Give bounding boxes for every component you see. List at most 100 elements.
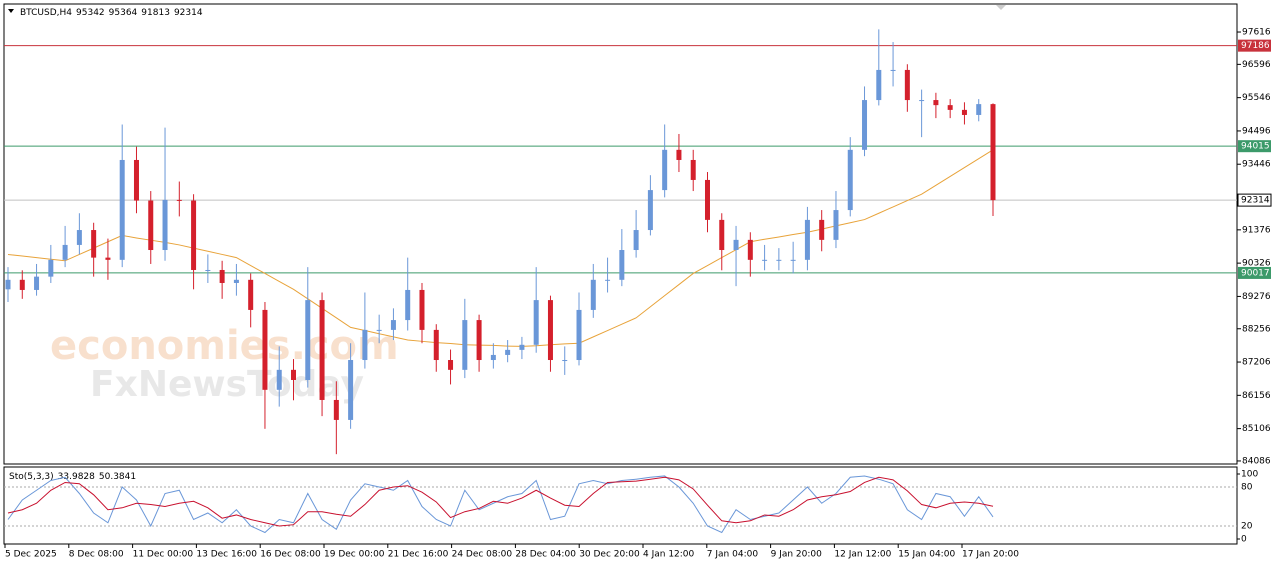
candle-body	[433, 329, 439, 361]
candle-body	[947, 105, 953, 110]
candle-body	[34, 276, 40, 290]
price-label: 92314	[1241, 196, 1270, 206]
x-tick-label: 17 Jan 20:00	[962, 550, 1019, 560]
y-tick-label: 95546	[1242, 93, 1271, 103]
y-tick-label: 90326	[1242, 259, 1271, 269]
candle-body	[291, 369, 297, 380]
d-value: 50.3841	[99, 472, 136, 482]
candle-body	[961, 109, 967, 115]
level-label-bg	[1238, 266, 1271, 279]
x-tick-label: 11 Dec 00:00	[133, 550, 194, 560]
x-tick-label: 8 Dec 08:00	[69, 550, 124, 560]
candle-body	[276, 369, 282, 390]
candle-body	[148, 200, 154, 251]
x-tick-label: 16 Dec 08:00	[260, 550, 321, 560]
candle-body	[976, 104, 982, 115]
y-tick-label: 91376	[1242, 225, 1271, 235]
x-tick-label: 24 Dec 08:00	[452, 550, 513, 560]
oscillator-line	[7, 476, 994, 527]
candle-body	[133, 159, 139, 201]
candle-body	[62, 244, 68, 260]
candle-body	[919, 100, 925, 102]
candle-body	[105, 257, 111, 260]
candle-body	[833, 210, 839, 240]
candle-body	[733, 239, 739, 251]
candle-body	[790, 259, 796, 261]
menu-arrow[interactable]	[8, 9, 14, 13]
level-label: 94015	[1241, 142, 1270, 152]
candle-body	[462, 320, 468, 370]
candle-body	[19, 279, 25, 290]
candle-body	[176, 199, 182, 201]
candle-body	[305, 300, 311, 380]
candle-body	[262, 309, 268, 390]
candle-body	[405, 289, 411, 321]
candle-body	[619, 250, 625, 280]
y-tick-label: 85106	[1242, 424, 1271, 434]
candle-body	[847, 149, 853, 211]
x-tick-label: 30 Dec 20:00	[579, 550, 640, 560]
k-value: 33.9828	[58, 472, 95, 482]
watermark: FxNewsToday	[90, 364, 364, 405]
candle-body	[490, 354, 496, 361]
symbol: BTCUSD,H4	[20, 8, 72, 18]
x-tick-label: 7 Jan 04:00	[707, 550, 759, 560]
x-tick-label: 19 Dec 00:00	[324, 550, 385, 560]
candle-body	[676, 149, 682, 160]
candle-body	[362, 329, 368, 361]
oscillator-header: Sto(5,3,3) 33.9828 50.3841	[9, 472, 136, 482]
candle-body	[690, 159, 696, 180]
candle-body	[519, 344, 525, 350]
candle-body	[704, 179, 710, 220]
candle-body	[819, 219, 825, 240]
candle-body	[605, 279, 611, 281]
candle-body	[904, 69, 910, 101]
candle-body	[191, 200, 197, 270]
level-label: 97186	[1241, 41, 1270, 51]
candle-body	[348, 360, 354, 420]
candle-body	[990, 104, 996, 201]
x-tick-label: 13 Dec 16:00	[196, 550, 257, 560]
x-tick-label: 4 Jan 12:00	[643, 550, 695, 560]
y-tick-label: 84086	[1242, 456, 1271, 466]
candle-body	[862, 100, 868, 150]
low: 91813	[141, 8, 170, 18]
osc-tick-label: 20	[1241, 522, 1253, 532]
candle-body	[448, 360, 454, 370]
close: 92314	[174, 8, 203, 18]
x-tick-label: 21 Dec 16:00	[388, 550, 449, 560]
candle-body	[547, 300, 553, 361]
watermark: economies.com	[50, 323, 399, 369]
candle-body	[76, 230, 82, 245]
high: 95364	[109, 8, 138, 18]
candle-body	[205, 269, 211, 271]
candle-body	[662, 149, 668, 191]
osc-tick-label: 100	[1241, 470, 1258, 480]
y-tick-label: 87206	[1242, 358, 1271, 368]
oscillator-name: Sto(5,3,3)	[9, 472, 54, 482]
candle-body	[533, 300, 539, 345]
candle-body	[776, 259, 782, 261]
x-tick-label: 15 Jan 04:00	[898, 550, 955, 560]
scroll-marker	[996, 5, 1006, 10]
osc-tick-label: 0	[1241, 535, 1247, 545]
candle-body	[590, 279, 596, 310]
candle-body	[633, 230, 639, 251]
candle-body	[119, 159, 125, 260]
candle-body	[804, 219, 810, 260]
osc-tick-label: 80	[1241, 483, 1253, 493]
y-tick-label: 89276	[1242, 292, 1271, 302]
candle-body	[233, 279, 239, 283]
candle-body	[390, 320, 396, 330]
candle-body	[5, 279, 11, 290]
level-label-bg	[1238, 39, 1271, 52]
oscillator-line	[7, 475, 994, 534]
x-tick-label: 9 Jan 20:00	[771, 550, 823, 560]
candle-body	[476, 320, 482, 361]
candle-body	[890, 69, 896, 71]
candle-body	[48, 259, 54, 277]
candle-body	[505, 349, 511, 355]
x-tick-label: 28 Dec 04:00	[515, 550, 576, 560]
level-label-bg	[1238, 140, 1271, 153]
